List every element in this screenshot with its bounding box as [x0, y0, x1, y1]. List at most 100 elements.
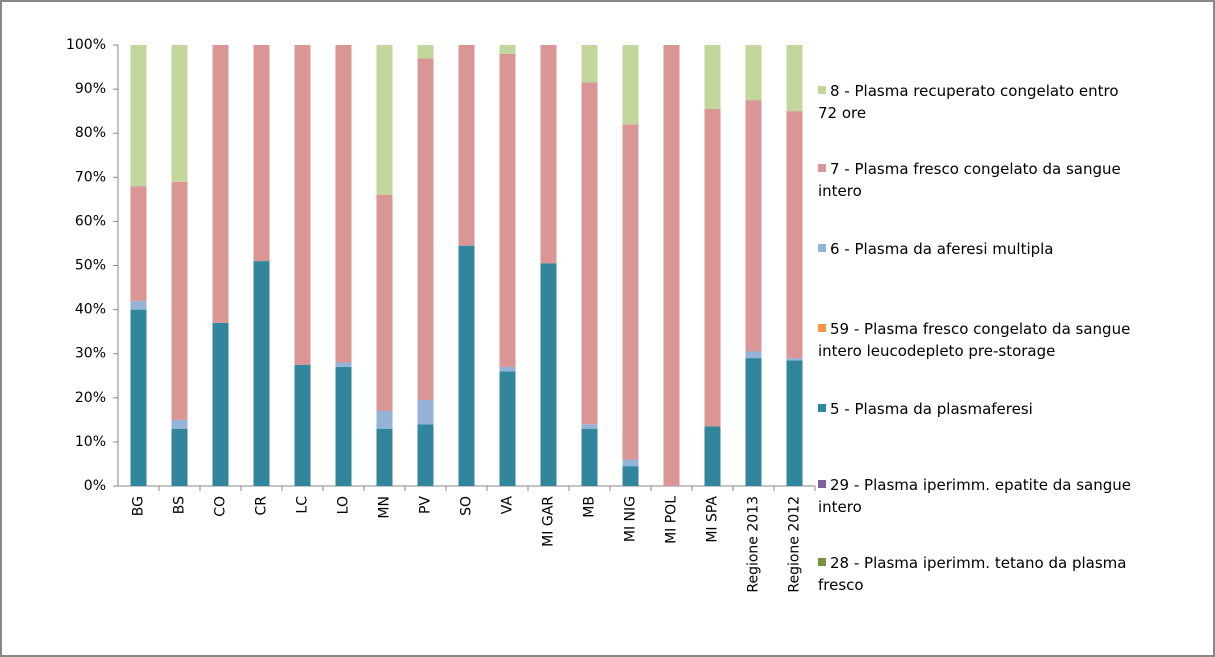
bar-segment: [417, 58, 434, 401]
bar-segment: [335, 362, 352, 367]
bar-segment: [130, 300, 147, 310]
bar-segment: [581, 82, 598, 425]
bar-segment: [622, 459, 639, 467]
legend-swatch: [818, 324, 826, 332]
y-tick-label: 30%: [75, 346, 106, 362]
y-tick-label: 70%: [75, 169, 106, 185]
x-tick-label: SO: [459, 496, 475, 516]
bar-segment: [376, 428, 393, 486]
bar-segment: [171, 428, 188, 486]
x-tick-label: LC: [295, 496, 311, 514]
bar-segment: [499, 53, 516, 367]
x-tick-label: MB: [582, 496, 598, 518]
y-tick-label: 20%: [75, 390, 106, 406]
legend-swatch: [818, 558, 826, 566]
legend-entry: 29 - Plasma iperimm. epatite da sangue i…: [818, 474, 1138, 518]
bar-segment: [335, 366, 352, 486]
bar-segment: [581, 45, 598, 83]
x-tick-label: BS: [172, 496, 188, 514]
bar-segment: [253, 45, 270, 262]
bar-segment: [499, 366, 516, 372]
bar-segment: [786, 360, 803, 486]
x-tick-label: BG: [131, 496, 147, 516]
bar-segment: [540, 263, 557, 486]
y-tick-label: 10%: [75, 434, 106, 450]
y-tick-label: 60%: [75, 213, 106, 229]
x-tick-label: CO: [213, 496, 229, 517]
y-tick-label: 0%: [84, 478, 106, 494]
bar-segment: [376, 411, 393, 429]
legend-entry: 5 - Plasma da plasmaferesi: [818, 398, 1138, 420]
legend-label: 8 - Plasma recuperato congelato entro 72…: [818, 82, 1119, 122]
bar-segment: [622, 124, 639, 460]
x-tick-label: MN: [377, 496, 393, 519]
bar-segment: [745, 45, 762, 101]
bar-segment: [581, 424, 598, 429]
bar-segment: [294, 45, 311, 365]
y-tick-label: 50%: [75, 258, 106, 274]
bar-segment: [171, 45, 188, 182]
bar-segment: [212, 45, 229, 323]
bar-segment: [540, 45, 557, 264]
legend-label: 29 - Plasma iperimm. epatite da sangue i…: [818, 476, 1131, 516]
x-tick-label: VA: [500, 496, 516, 515]
bar-segment: [417, 400, 434, 425]
bar-segment: [376, 194, 393, 412]
bar-segment: [499, 45, 516, 54]
bar-segment: [704, 108, 721, 427]
legend-entry: 7 - Plasma fresco congelato da sangue in…: [818, 158, 1138, 202]
legend-label: 28 - Plasma iperimm. tetano da plasma fr…: [818, 554, 1127, 594]
bar-segment: [458, 245, 475, 486]
bar-segment: [458, 45, 475, 246]
bar-segment: [786, 111, 803, 359]
bar-segment: [663, 45, 680, 486]
legend-label: 5 - Plasma da plasmaferesi: [830, 400, 1033, 418]
legend-swatch: [818, 480, 826, 488]
x-tick-label: MI NIG: [623, 496, 639, 542]
bar-segment: [581, 428, 598, 486]
legend-swatch: [818, 86, 826, 94]
legend-entry: 8 - Plasma recuperato congelato entro 72…: [818, 80, 1138, 124]
legend-entry: 28 - Plasma iperimm. tetano da plasma fr…: [818, 552, 1138, 596]
legend-label: 6 - Plasma da aferesi multipla: [830, 240, 1054, 258]
bar-segment: [745, 358, 762, 486]
bar-segment: [171, 181, 188, 420]
y-tick-label: 90%: [75, 81, 106, 97]
legend-label: 7 - Plasma fresco congelato da sangue in…: [818, 160, 1121, 200]
bar-segment: [417, 45, 434, 59]
x-tick-label: MI POL: [664, 496, 680, 544]
x-tick-label: Regione 2013: [746, 496, 762, 593]
bar-segment: [130, 309, 147, 486]
legend-swatch: [818, 244, 826, 252]
legend-swatch: [818, 164, 826, 172]
x-tick-label: MI SPA: [705, 496, 721, 543]
x-tick-label: CR: [254, 496, 270, 516]
bar-segment: [335, 45, 352, 363]
legend-entry: 6 - Plasma da aferesi multipla: [818, 238, 1138, 260]
bar-segment: [212, 322, 229, 486]
y-tick-label: 40%: [75, 302, 106, 318]
bar-segment: [253, 261, 270, 486]
bar-segment: [622, 466, 639, 486]
bar-segment: [171, 419, 188, 429]
bar-segment: [130, 186, 147, 301]
x-tick-label: PV: [418, 496, 434, 514]
bar-segment: [417, 424, 434, 486]
bar-segment: [704, 426, 721, 486]
legend-swatch: [818, 404, 826, 412]
x-tick-label: LO: [336, 496, 352, 514]
x-tick-label: MI GAR: [541, 496, 557, 547]
bar-segment: [294, 364, 311, 486]
bar-segment: [499, 371, 516, 486]
y-tick-label: 100%: [66, 37, 106, 53]
bar-segment: [130, 45, 147, 187]
legend-entry: 59 - Plasma fresco congelato da sangue i…: [818, 318, 1138, 362]
legend-label: 59 - Plasma fresco congelato da sangue i…: [818, 320, 1131, 360]
y-tick-label: 80%: [75, 125, 106, 141]
bar-segment: [704, 45, 721, 109]
x-tick-label: Regione 2012: [787, 496, 803, 593]
bar-segment: [622, 45, 639, 125]
